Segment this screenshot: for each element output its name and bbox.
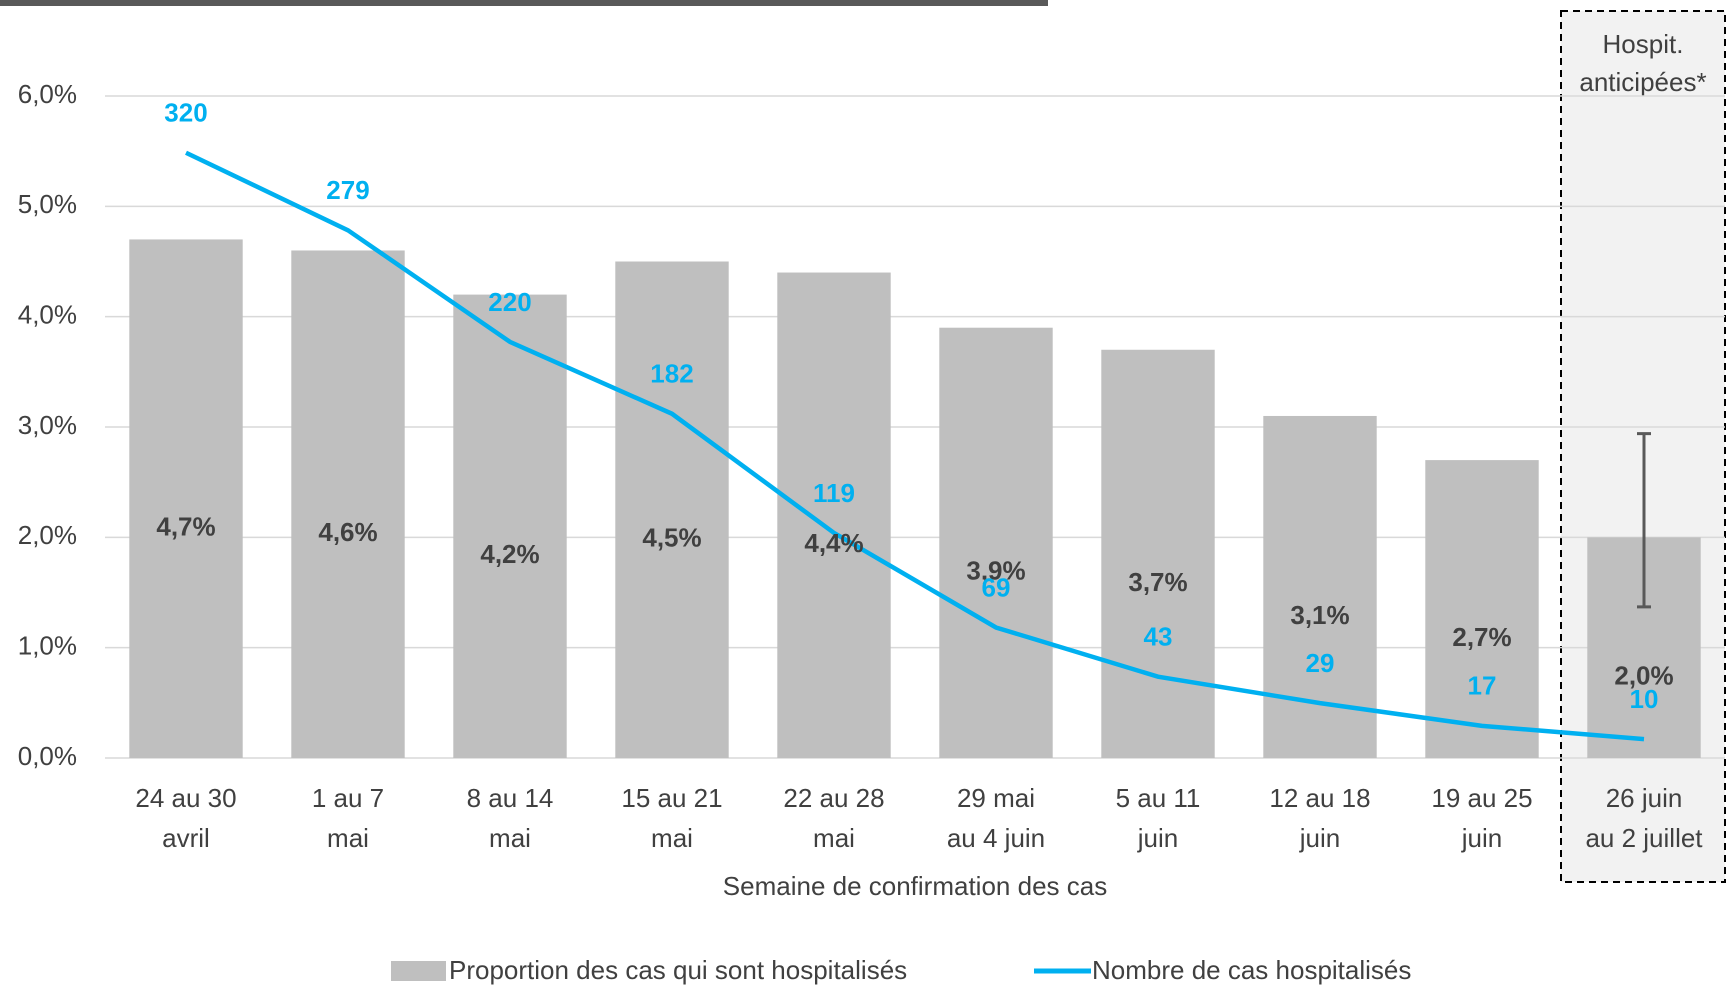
x-tick-label: juin bbox=[1461, 823, 1502, 853]
bar bbox=[1425, 460, 1539, 758]
bar-label: 4,6% bbox=[318, 517, 377, 547]
x-tick-label: mai bbox=[813, 823, 855, 853]
bar bbox=[615, 261, 729, 758]
legend-swatch bbox=[391, 961, 446, 981]
bar-label: 3,7% bbox=[1128, 567, 1187, 597]
line-label: 29 bbox=[1306, 648, 1335, 678]
x-tick-label: 5 au 11 bbox=[1116, 783, 1201, 813]
x-tick-label: 24 au 30 bbox=[135, 783, 236, 813]
y-tick-label: 3,0% bbox=[18, 410, 77, 440]
bar-label: 4,4% bbox=[804, 528, 863, 558]
bar bbox=[453, 294, 567, 758]
bar bbox=[939, 327, 1053, 758]
x-tick-label: mai bbox=[327, 823, 369, 853]
x-tick-label: 12 au 18 bbox=[1269, 783, 1370, 813]
line-label: 220 bbox=[488, 287, 531, 317]
y-tick-label: 2,0% bbox=[18, 520, 77, 550]
line-label: 17 bbox=[1468, 671, 1497, 701]
x-tick-label: juin bbox=[1137, 823, 1178, 853]
x-tick-label: 1 au 7 bbox=[312, 783, 384, 813]
x-tick-label: 15 au 21 bbox=[621, 783, 722, 813]
bar-label: 4,7% bbox=[156, 512, 215, 542]
bar-label: 3,1% bbox=[1290, 600, 1349, 630]
x-axis-label: Semaine de confirmation des cas bbox=[723, 871, 1107, 901]
line-label: 320 bbox=[164, 98, 207, 128]
y-tick-label: 4,0% bbox=[18, 300, 77, 330]
bar bbox=[777, 272, 891, 758]
bar bbox=[129, 239, 243, 758]
y-tick-label: 6,0% bbox=[18, 79, 77, 109]
x-tick-label: mai bbox=[489, 823, 531, 853]
x-tick-label: juin bbox=[1299, 823, 1340, 853]
x-tick-label: 29 mai bbox=[957, 783, 1035, 813]
bar-label: 4,5% bbox=[642, 523, 701, 553]
line-label: 10 bbox=[1630, 684, 1659, 714]
annotation: Hospit. bbox=[1603, 29, 1684, 59]
y-tick-label: 1,0% bbox=[18, 631, 77, 661]
line-label: 119 bbox=[813, 478, 855, 508]
bar-label: 2,0% bbox=[1614, 661, 1673, 691]
x-tick-label: avril bbox=[162, 823, 210, 853]
bar bbox=[1101, 349, 1215, 758]
x-tick-label: 22 au 28 bbox=[783, 783, 884, 813]
line-label: 182 bbox=[650, 359, 693, 389]
x-tick-label: 8 au 14 bbox=[467, 783, 554, 813]
legend-label: Proportion des cas qui sont hospitalisés bbox=[449, 955, 907, 985]
x-tick-label: 19 au 25 bbox=[1431, 783, 1532, 813]
line-label: 43 bbox=[1144, 622, 1173, 652]
bar-label: 3,9% bbox=[966, 556, 1025, 586]
line bbox=[185, 150, 1645, 742]
legend-label: Nombre de cas hospitalisés bbox=[1092, 955, 1411, 985]
line-label: 279 bbox=[326, 175, 369, 205]
y-tick-label: 5,0% bbox=[18, 189, 77, 219]
bar bbox=[291, 250, 405, 758]
bar-label: 4,2% bbox=[480, 539, 539, 569]
x-tick-label: mai bbox=[651, 823, 693, 853]
x-tick-label: au 4 juin bbox=[947, 823, 1045, 853]
x-tick-label: 26 juin bbox=[1606, 783, 1683, 813]
top-strip bbox=[0, 0, 1048, 6]
x-tick-label: au 2 juillet bbox=[1585, 823, 1703, 853]
error-bar bbox=[1637, 432, 1651, 609]
line-label: 69 bbox=[982, 572, 1011, 602]
annotation: anticipées* bbox=[1579, 67, 1706, 97]
bar-label: 2,7% bbox=[1452, 622, 1511, 652]
y-tick-label: 0,0% bbox=[18, 741, 77, 771]
